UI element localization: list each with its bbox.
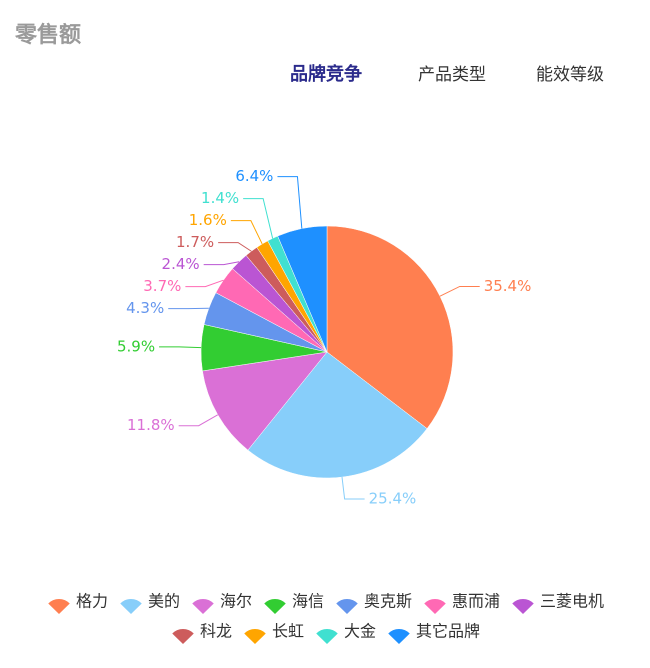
leader-line bbox=[218, 242, 252, 252]
leader-line bbox=[277, 176, 303, 229]
legend-label[interactable]: 大金 bbox=[344, 622, 376, 641]
leader-line bbox=[203, 261, 240, 266]
legend-label[interactable]: 海尔 bbox=[220, 592, 252, 611]
legend-label[interactable]: 三菱电机 bbox=[540, 592, 604, 611]
data-label: 3.7% bbox=[143, 277, 181, 295]
legend-label[interactable]: 其它品牌 bbox=[416, 622, 480, 641]
legend-label[interactable]: 惠而浦 bbox=[452, 592, 500, 611]
data-label: 35.4% bbox=[484, 277, 532, 295]
tab[interactable]: 品牌竞争 bbox=[290, 63, 362, 85]
page-title: 零售额 bbox=[14, 22, 81, 48]
legend-label[interactable]: 奥克斯 bbox=[364, 592, 412, 611]
pie-slice bbox=[247, 351, 428, 479]
leader-line bbox=[230, 220, 263, 245]
data-label: 1.6% bbox=[189, 211, 227, 229]
pie-slice bbox=[277, 225, 328, 353]
legend-label[interactable]: 美的 bbox=[148, 592, 180, 611]
data-label: 5.9% bbox=[117, 337, 155, 355]
data-label: 1.7% bbox=[176, 233, 214, 251]
legend-label[interactable]: 格力 bbox=[76, 592, 108, 611]
legend-icon[interactable] bbox=[244, 628, 266, 644]
data-label: 11.8% bbox=[127, 416, 175, 434]
data-label: 1.4% bbox=[201, 189, 239, 207]
data-label: 2.4% bbox=[162, 255, 200, 273]
pie-slice bbox=[202, 351, 328, 451]
leader-line bbox=[159, 346, 202, 349]
leader-line bbox=[439, 285, 480, 297]
leader-line bbox=[185, 279, 224, 288]
legend-icon[interactable] bbox=[512, 599, 534, 614]
legend-icon[interactable] bbox=[264, 599, 286, 614]
data-label: 4.3% bbox=[126, 299, 164, 317]
legend-label[interactable]: 科龙 bbox=[200, 622, 232, 641]
data-label: 6.4% bbox=[235, 167, 273, 185]
legend-icon[interactable] bbox=[388, 629, 410, 644]
legend-icon[interactable] bbox=[172, 628, 194, 644]
legend-icon[interactable] bbox=[48, 598, 70, 614]
legend-icon[interactable] bbox=[424, 599, 446, 614]
tab[interactable]: 能效等级 bbox=[536, 65, 604, 85]
leader-line bbox=[243, 198, 274, 239]
leader-line bbox=[178, 414, 218, 427]
legend-icon[interactable] bbox=[336, 599, 358, 614]
legend-icon[interactable] bbox=[120, 598, 142, 614]
legend-icon[interactable] bbox=[316, 629, 338, 644]
data-label: 25.4% bbox=[369, 489, 417, 507]
legend-icon[interactable] bbox=[192, 598, 214, 614]
legend-label[interactable]: 海信 bbox=[292, 592, 324, 611]
tab[interactable]: 产品类型 bbox=[418, 65, 486, 85]
legend-label[interactable]: 长虹 bbox=[272, 622, 304, 641]
leader-line bbox=[341, 477, 365, 500]
